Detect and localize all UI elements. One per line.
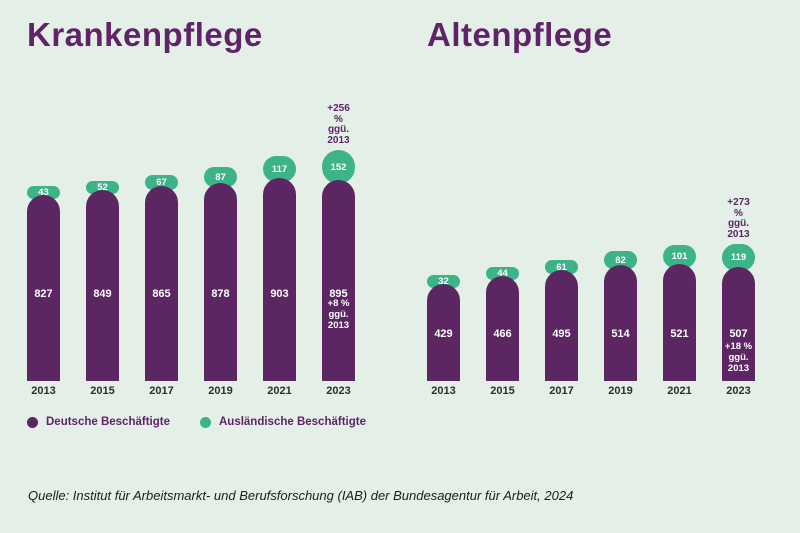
bar-value-label: 827 [34, 288, 53, 300]
bubble-value-label: 52 [97, 182, 108, 193]
bubble-value-label: 87 [215, 171, 226, 183]
bubble-value-label: 152 [330, 161, 347, 173]
german-employees-bar: 849 [86, 190, 119, 381]
german-employees-bar: 495 [545, 270, 578, 381]
legend-item-auslaendische: Ausländische Beschäftigte [199, 416, 366, 428]
bar-column-2015: 52 849 2015 [86, 181, 119, 398]
foreign-employees-bubble: 117 [263, 156, 296, 182]
year-label: 2019 [608, 385, 633, 397]
bubble-value-label: 119 [730, 252, 747, 263]
legend: Deutsche Beschäftigte Ausländische Besch… [27, 416, 366, 428]
bar-value-label: 514 [611, 328, 630, 340]
german-employees-bar: 878 [204, 183, 237, 381]
bar-value-label: 849 [93, 288, 112, 300]
bubble-value-label: 101 [671, 251, 688, 262]
growth-annotation-inside: +18 % ggü. 2013 [724, 341, 753, 374]
bar-value-label: 878 [211, 288, 230, 300]
year-label: 2021 [267, 385, 292, 397]
bar-value-label: 865 [152, 288, 171, 300]
bubble-value-label: 117 [271, 163, 288, 175]
foreign-employees-bubble: 82 [604, 251, 637, 269]
year-label: 2017 [149, 385, 174, 397]
german-employees-bar: 466 [486, 276, 519, 381]
growth-annotation-inside: +8 % ggü. 2013 [327, 298, 350, 331]
green-dot-icon [199, 416, 211, 428]
year-label: 2021 [667, 385, 692, 397]
bubble-value-label: 82 [615, 254, 626, 266]
bar-column-2023: +256 % ggü. 2013 152 895 +8 % ggü. 2013 2023 [322, 103, 355, 398]
foreign-employees-bubble: 152 [322, 150, 355, 184]
bar-column-2019: 87 878 2019 [204, 167, 237, 398]
growth-annotation-top: +273 % ggü. 2013 [727, 197, 750, 240]
bar-column-2017: 67 865 2017 [145, 175, 178, 398]
bubble-value-label: 43 [38, 187, 49, 198]
bar-column-2021: 101 521 2021 [663, 245, 696, 398]
bar-column-2019: 82 514 2019 [604, 251, 637, 398]
foreign-employees-bubble: 87 [204, 167, 237, 187]
bubble-value-label: 32 [438, 276, 449, 287]
german-employees-bar: 895 +8 % ggü. 2013 [322, 180, 355, 381]
bar-value-label: 521 [670, 328, 689, 340]
bar-column-2023: +273 % ggü. 2013 119 507 +18 % ggü. 2013 202… [722, 197, 755, 398]
year-label: 2013 [431, 385, 456, 397]
bar-column-2021: 117 903 2021 [263, 156, 296, 398]
legend-label: Deutsche Beschäftigte [46, 416, 170, 428]
bubble-value-label: 67 [156, 177, 167, 188]
krankenpflege-bar-chart: 43 827 2013 52 849 2015 67 865 2017 87 878 2019 117 9… [27, 103, 355, 398]
bar-column-2013: 43 827 2013 [27, 186, 60, 398]
year-label: 2017 [549, 385, 574, 397]
source-note: Quelle: Institut für Arbeitsmarkt- und B… [28, 488, 574, 503]
foreign-employees-bubble: 67 [145, 175, 178, 190]
bar-value-label: 903 [270, 288, 289, 300]
bar-column-2017: 61 495 2017 [545, 260, 578, 398]
german-employees-bar: 827 [27, 195, 60, 381]
foreign-employees-bubble: 101 [663, 245, 696, 268]
german-employees-bar: 521 [663, 264, 696, 381]
german-employees-bar: 429 [427, 284, 460, 381]
german-employees-bar: 507 +18 % ggü. 2013 [722, 267, 755, 381]
foreign-employees-bubble: 119 [722, 244, 755, 271]
year-label: 2019 [208, 385, 233, 397]
german-employees-bar: 514 [604, 265, 637, 381]
foreign-employees-bubble: 61 [545, 260, 578, 274]
year-label: 2023 [726, 385, 751, 397]
altenpflege-bar-chart: 32 429 2013 44 466 2015 61 495 2017 82 514 2019 101 5… [427, 197, 755, 398]
year-label: 2013 [31, 385, 56, 397]
bar-value-label: 466 [493, 328, 512, 340]
german-employees-bar: 903 [263, 178, 296, 381]
growth-annotation-top: +256 % ggü. 2013 [327, 103, 350, 146]
year-label: 2015 [90, 385, 115, 397]
chart-title-altenpflege: Altenpflege [427, 16, 613, 53]
bar-column-2013: 32 429 2013 [427, 275, 460, 398]
bar-value-label: 507 [729, 328, 748, 340]
year-label: 2015 [490, 385, 515, 397]
bar-value-label: 429 [434, 328, 453, 340]
purple-dot-icon [27, 416, 38, 428]
legend-item-deutsche: Deutsche Beschäftigte [27, 416, 170, 428]
chart-title-krankenpflege: Krankenpflege [27, 16, 263, 53]
bar-value-label: 895 [329, 288, 348, 300]
year-label: 2023 [326, 385, 351, 397]
bubble-value-label: 44 [497, 268, 508, 279]
bar-column-2015: 44 466 2015 [486, 267, 519, 398]
bar-value-label: 495 [552, 328, 571, 340]
legend-label: Ausländische Beschäftigte [218, 416, 366, 428]
german-employees-bar: 865 [145, 186, 178, 381]
bubble-value-label: 61 [556, 261, 567, 273]
